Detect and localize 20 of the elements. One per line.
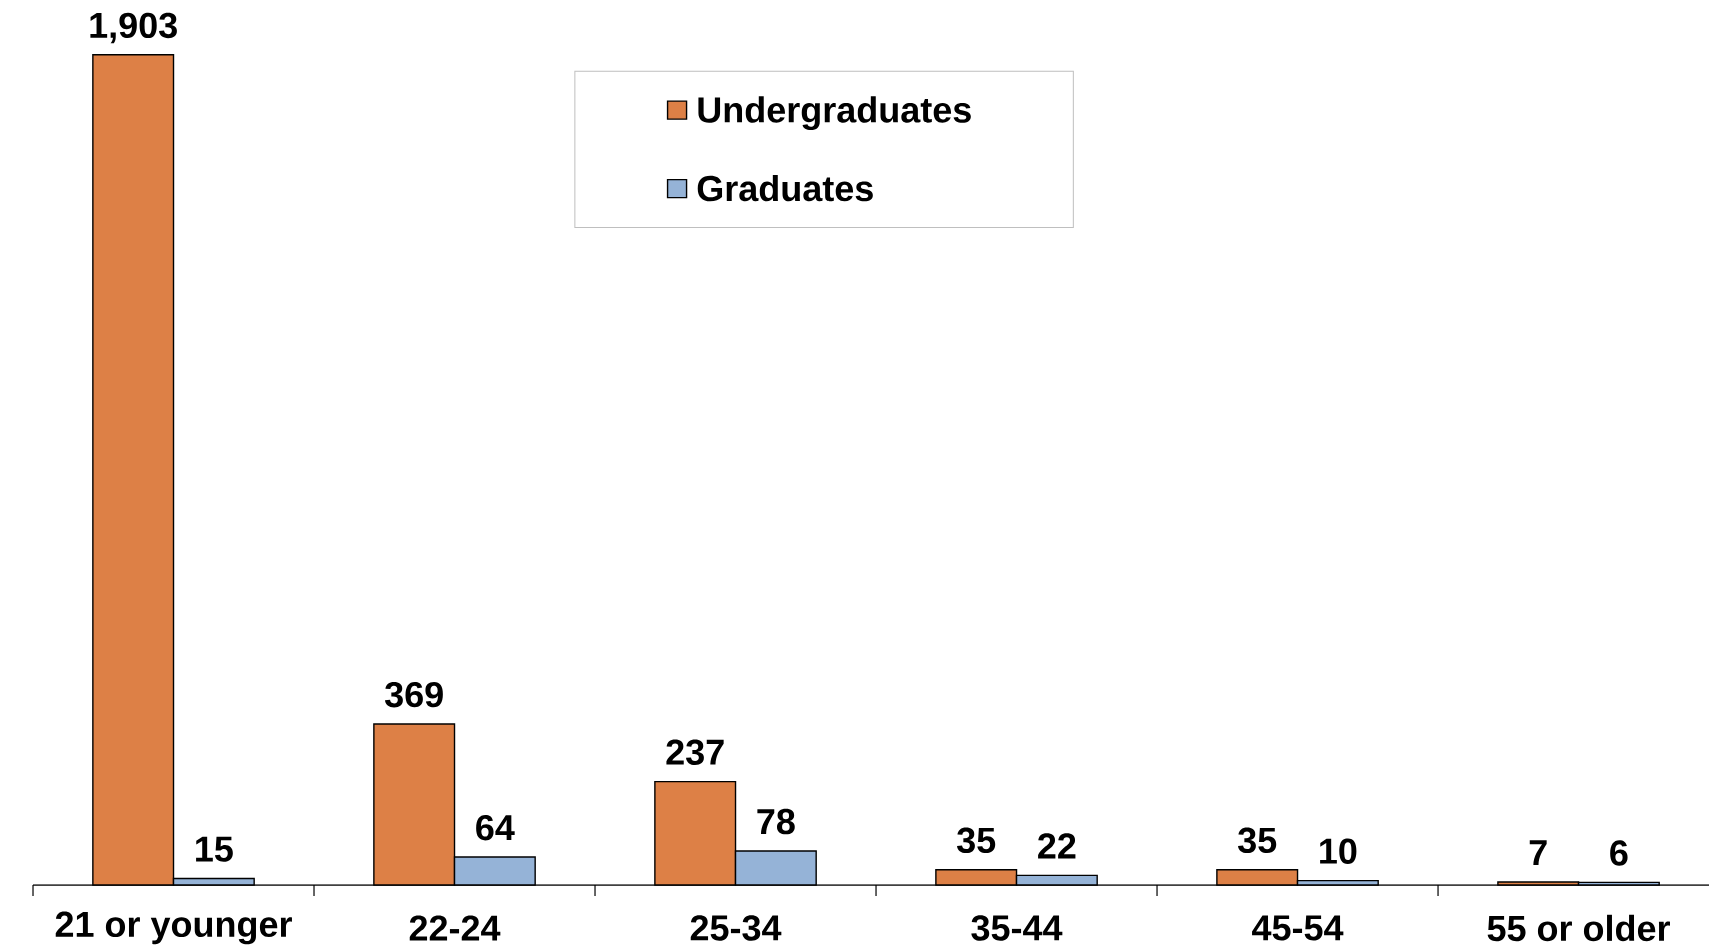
data-label: 78: [757, 808, 795, 835]
data-label: 7: [1529, 840, 1547, 865]
legend-label: Graduates: [697, 174, 873, 202]
x-tick-label: 45-54: [1252, 915, 1344, 941]
x-tick-label: 21 or younger: [55, 911, 292, 945]
legend-label: Undergraduates: [698, 96, 971, 130]
data-label: 64: [476, 814, 515, 841]
data-label: 10: [1320, 838, 1357, 864]
data-label: 6: [1610, 840, 1628, 866]
data-label: 35: [957, 827, 996, 854]
data-label: 22: [1038, 833, 1076, 859]
data-label: 35: [1238, 827, 1277, 854]
x-tick-label: 25-34: [690, 915, 782, 941]
x-tick-label: 35-44: [971, 915, 1063, 941]
data-label: 15: [196, 836, 233, 862]
data-label: 1,903: [90, 12, 177, 44]
x-tick-label: 55 or older: [1487, 914, 1670, 942]
data-label: 237: [666, 739, 724, 765]
data-label: 369: [384, 681, 443, 708]
x-tick-label: 22-24: [409, 915, 501, 941]
